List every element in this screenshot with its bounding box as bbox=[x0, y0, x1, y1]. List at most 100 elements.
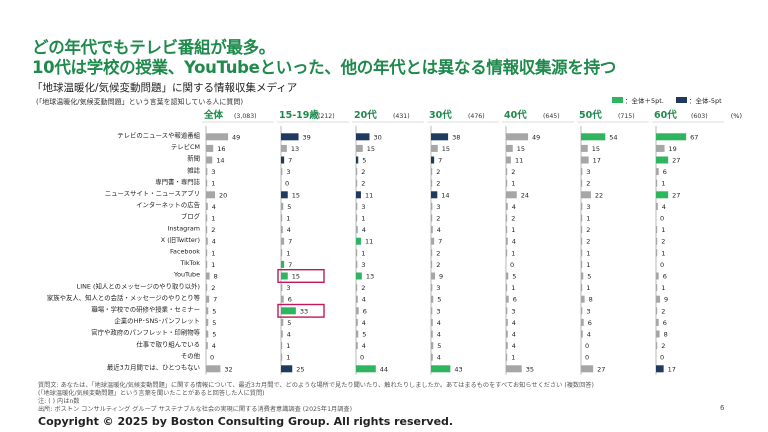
value-label-1-5: 15 bbox=[292, 191, 300, 199]
value-label-5-11: 1 bbox=[586, 261, 590, 269]
category-label-19: その他 bbox=[181, 351, 201, 360]
value-label-5-17: 4 bbox=[587, 331, 591, 339]
value-label-0-5: 20 bbox=[219, 191, 227, 199]
bar-2-16 bbox=[356, 318, 358, 326]
category-label-17: 官庁や政府のパンフレット・印刷物等 bbox=[91, 328, 200, 337]
bar-5-7 bbox=[581, 214, 583, 222]
bar-3-20 bbox=[431, 365, 451, 373]
value-label-4-20: 35 bbox=[526, 365, 534, 373]
value-label-2-19: 0 bbox=[360, 354, 364, 362]
value-label-1-18: 1 bbox=[286, 342, 290, 350]
bar-1-9 bbox=[281, 237, 285, 245]
category-label-2: 新聞 bbox=[187, 154, 200, 163]
value-label-4-7: 2 bbox=[511, 215, 515, 223]
footnote-source: 出所: ボストン コンサルティング グループ サステナブルな社会の実現に関する消… bbox=[38, 406, 352, 413]
bar-4-7 bbox=[506, 214, 508, 222]
bar-5-10 bbox=[581, 249, 583, 257]
category-label-15: 職場・学校での研修や授業・セミナー bbox=[91, 305, 200, 314]
value-label-5-7: 1 bbox=[586, 215, 590, 223]
bar-2-20 bbox=[356, 365, 376, 373]
value-label-5-19: 0 bbox=[585, 354, 589, 362]
bar-3-16 bbox=[431, 318, 433, 326]
bar-1-11 bbox=[281, 260, 285, 268]
legend-above: ：全体＋5pt. bbox=[612, 95, 664, 105]
value-label-3-16: 4 bbox=[437, 319, 441, 327]
value-label-2-14: 4 bbox=[362, 296, 366, 304]
value-label-3-17: 4 bbox=[437, 331, 441, 339]
value-label-0-9: 4 bbox=[212, 238, 216, 246]
series-header-2: 20代 bbox=[354, 109, 377, 121]
bar-6-16 bbox=[656, 318, 659, 326]
highlight-box-0 bbox=[277, 269, 325, 284]
bar-3-1 bbox=[431, 144, 438, 152]
value-label-4-5: 24 bbox=[521, 191, 529, 199]
bar-2-10 bbox=[356, 249, 358, 257]
bar-2-3 bbox=[356, 168, 358, 176]
legend-above-swatch bbox=[612, 97, 623, 103]
value-label-6-8: 1 bbox=[661, 226, 665, 234]
category-label-10: Facebook bbox=[170, 248, 200, 256]
value-label-6-14: 9 bbox=[664, 296, 668, 304]
bar-4-3 bbox=[506, 168, 508, 176]
bar-5-2 bbox=[581, 156, 589, 164]
value-label-0-13: 2 bbox=[211, 284, 215, 292]
value-label-2-6: 3 bbox=[361, 203, 365, 211]
value-label-6-9: 2 bbox=[661, 238, 665, 246]
value-label-4-11: 0 bbox=[510, 261, 514, 269]
value-label-3-0: 38 bbox=[452, 133, 460, 141]
value-label-6-0: 67 bbox=[690, 133, 698, 141]
value-label-5-0: 54 bbox=[609, 133, 617, 141]
bar-1-1 bbox=[281, 144, 287, 152]
bar-6-6 bbox=[656, 202, 658, 210]
bar-3-0 bbox=[431, 133, 449, 141]
bar-6-9 bbox=[656, 237, 658, 245]
bar-2-0 bbox=[356, 133, 370, 141]
value-label-6-4: 1 bbox=[661, 180, 665, 188]
value-label-0-3: 3 bbox=[211, 168, 215, 176]
bar-3-4 bbox=[431, 179, 433, 187]
value-label-1-11: 7 bbox=[288, 261, 292, 269]
series-header-5: 50代 bbox=[579, 109, 602, 121]
value-label-0-15: 5 bbox=[212, 307, 216, 315]
bar-2-1 bbox=[356, 144, 363, 152]
value-label-6-13: 1 bbox=[661, 284, 665, 292]
footnote-question: 質問文: あなたは、「地球温暖化/気候変動問題」に関する情報について、最近3カ月… bbox=[38, 382, 594, 389]
bar-0-7 bbox=[206, 214, 208, 222]
series-n-2: (431) bbox=[393, 113, 410, 120]
value-label-6-2: 27 bbox=[672, 157, 680, 165]
category-label-16: 企業のHP･SNS･パンフレット bbox=[114, 316, 200, 325]
series-n-4: (645) bbox=[543, 113, 560, 120]
value-label-1-15: 33 bbox=[300, 307, 308, 315]
bar-0-17 bbox=[206, 330, 209, 338]
bar-4-18 bbox=[506, 342, 508, 350]
value-label-1-13: 3 bbox=[286, 284, 290, 292]
bar-0-13 bbox=[206, 284, 208, 292]
bar-3-9 bbox=[431, 237, 435, 245]
value-label-5-9: 2 bbox=[586, 238, 590, 246]
value-label-3-14: 5 bbox=[437, 296, 441, 304]
bar-0-14 bbox=[206, 295, 210, 303]
bar-6-3 bbox=[656, 168, 659, 176]
value-label-2-0: 30 bbox=[374, 133, 382, 141]
category-label-13: LINE (知人とのメッセージのやり取り以外) bbox=[77, 281, 200, 290]
value-label-2-9: 11 bbox=[365, 238, 373, 246]
series-n-3: (476) bbox=[468, 113, 485, 120]
value-label-4-9: 4 bbox=[512, 238, 516, 246]
highlight-box-1 bbox=[277, 303, 325, 318]
category-label-6: インターネットの広告 bbox=[136, 200, 201, 209]
value-label-5-6: 3 bbox=[586, 203, 590, 211]
bar-4-4 bbox=[506, 179, 508, 187]
bar-4-16 bbox=[506, 318, 508, 326]
bar-0-16 bbox=[206, 318, 209, 326]
series-header-6: 60代 bbox=[654, 109, 677, 121]
value-label-4-16: 4 bbox=[512, 319, 516, 327]
value-label-1-2: 7 bbox=[288, 157, 292, 165]
value-label-5-3: 3 bbox=[586, 168, 590, 176]
value-label-1-0: 39 bbox=[303, 133, 311, 141]
bar-1-16 bbox=[281, 318, 284, 326]
bar-0-3 bbox=[206, 168, 208, 176]
value-label-2-17: 5 bbox=[362, 331, 366, 339]
value-label-5-20: 27 bbox=[597, 365, 605, 373]
value-label-1-12: 15 bbox=[292, 273, 300, 281]
bar-2-11 bbox=[356, 260, 358, 268]
